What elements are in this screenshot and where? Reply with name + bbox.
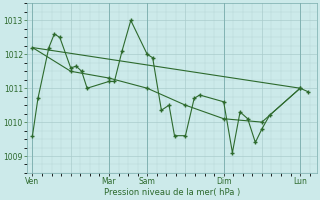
X-axis label: Pression niveau de la mer( hPa ): Pression niveau de la mer( hPa ) xyxy=(104,188,240,197)
